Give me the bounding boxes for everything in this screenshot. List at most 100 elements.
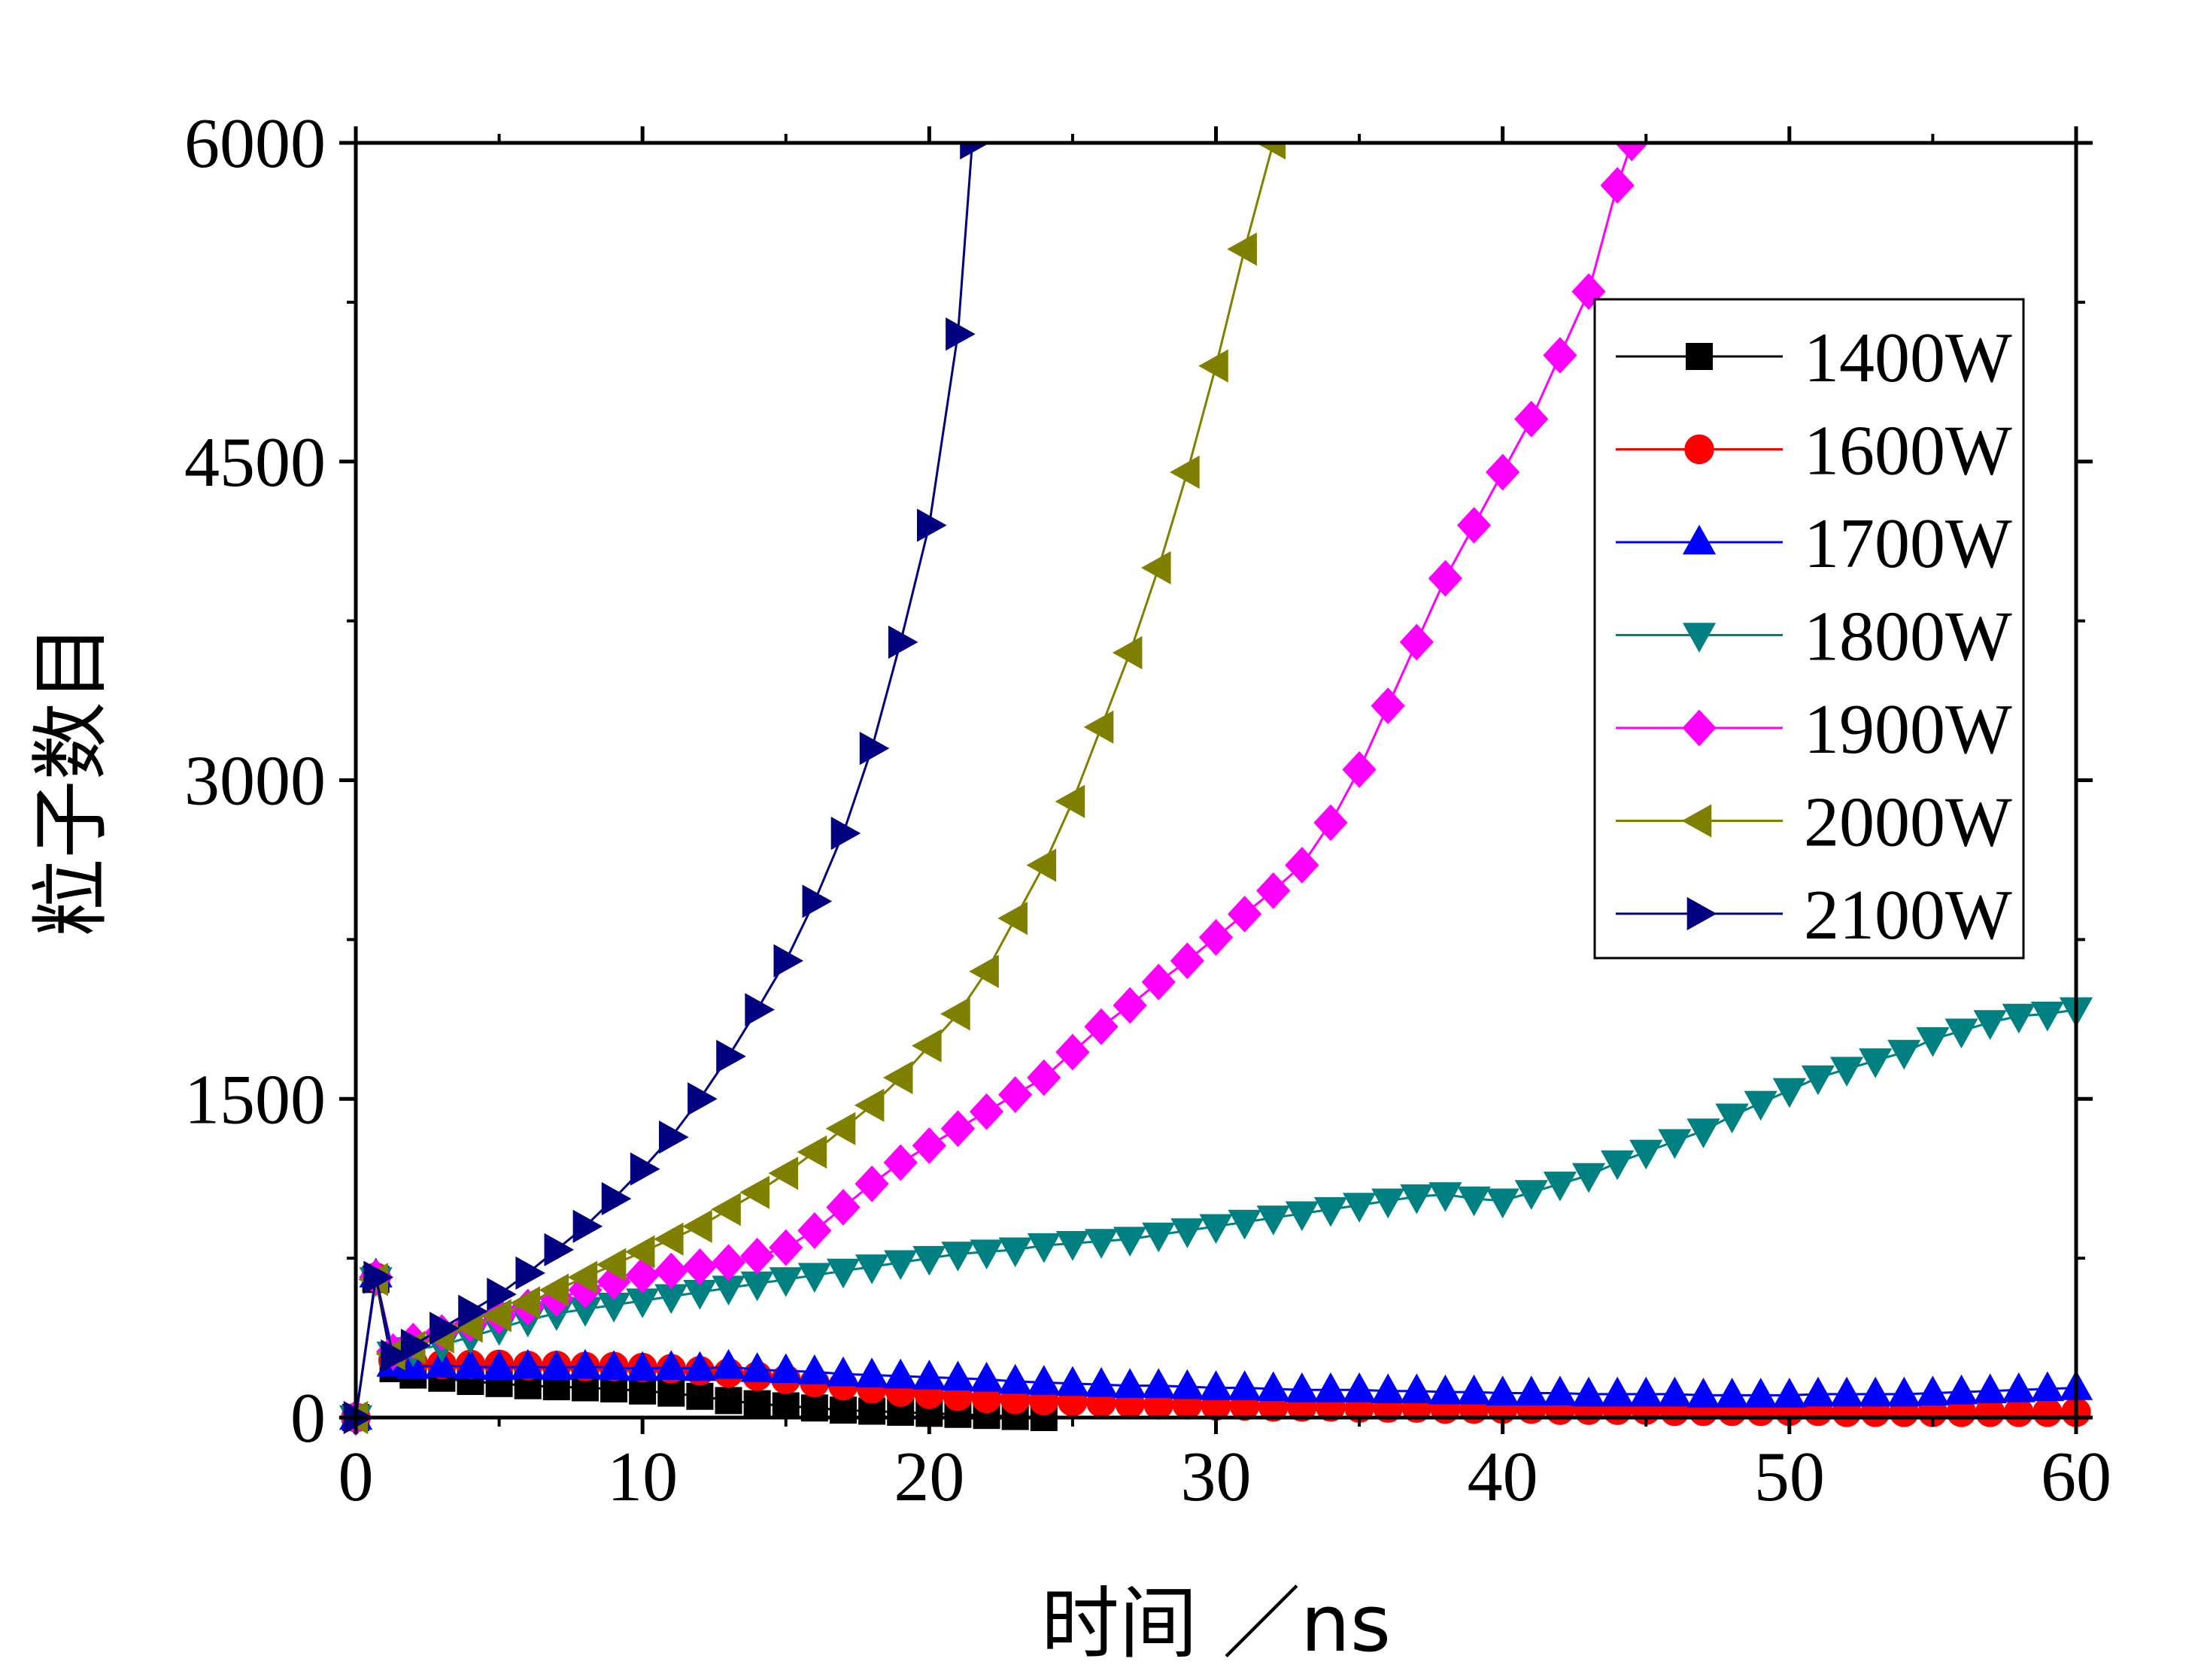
data-point bbox=[1055, 1231, 1090, 1261]
data-point bbox=[1629, 1139, 1663, 1170]
x-tick-label: 0 bbox=[338, 1438, 374, 1516]
data-point bbox=[654, 1252, 688, 1290]
legend-marker bbox=[1684, 434, 1714, 465]
data-point bbox=[658, 1120, 689, 1154]
data-point bbox=[1084, 1366, 1119, 1397]
legend-label: 1400W bbox=[1804, 319, 2012, 397]
data-point bbox=[539, 1273, 569, 1307]
data-point bbox=[1285, 1201, 1319, 1232]
data-point bbox=[1658, 1376, 1692, 1407]
data-point bbox=[487, 1278, 517, 1312]
data-point bbox=[1859, 1048, 1893, 1078]
legend-marker bbox=[1686, 896, 1717, 931]
data-point bbox=[1256, 1371, 1290, 1402]
data-point bbox=[1084, 1008, 1119, 1045]
data-point bbox=[1027, 1365, 1061, 1395]
data-point bbox=[510, 1286, 540, 1320]
data-point bbox=[997, 902, 1028, 936]
axes: 0 10 20 30 40 50 60 0 1500 3000 4500 6000 bbox=[184, 105, 2111, 1516]
data-point bbox=[883, 1144, 918, 1181]
data-point bbox=[1457, 1186, 1491, 1217]
data-point bbox=[653, 1222, 684, 1256]
data-point bbox=[1629, 1376, 1663, 1407]
data-point bbox=[1141, 963, 1176, 1001]
data-point bbox=[1514, 1180, 1548, 1210]
y-tick-label: 4500 bbox=[184, 423, 326, 502]
legend-marker bbox=[1682, 623, 1717, 653]
data-point bbox=[1715, 1378, 1749, 1408]
data-point bbox=[1027, 1059, 1061, 1096]
legend: 1400W 1600W 1700W 1800W 1900W 2000W 2100W bbox=[1593, 298, 2025, 960]
data-point bbox=[454, 1348, 487, 1379]
data-point bbox=[688, 1082, 718, 1116]
series-1700W bbox=[338, 1257, 2093, 1430]
data-point bbox=[1142, 1222, 1176, 1253]
data-point bbox=[682, 1248, 718, 1285]
data-point bbox=[1428, 559, 1463, 597]
data-point bbox=[1285, 1372, 1319, 1403]
data-point bbox=[769, 1267, 803, 1297]
data-point bbox=[826, 1356, 861, 1387]
data-point bbox=[2004, 1397, 2034, 1427]
data-point bbox=[884, 1250, 918, 1281]
data-point bbox=[1055, 1033, 1090, 1071]
legend-label: 1900W bbox=[1804, 690, 2012, 769]
data-point bbox=[768, 1157, 799, 1190]
data-point bbox=[597, 1350, 631, 1380]
data-point bbox=[1514, 1375, 1548, 1406]
series-line-2000W bbox=[354, 143, 1275, 1418]
data-point bbox=[711, 1193, 741, 1227]
data-point bbox=[1859, 1376, 1893, 1407]
data-point bbox=[941, 1242, 975, 1272]
data-point bbox=[1026, 848, 1057, 882]
data-point bbox=[1112, 635, 1143, 670]
data-point bbox=[1829, 1376, 1864, 1407]
data-point bbox=[716, 1039, 746, 1073]
data-point bbox=[1744, 1090, 1777, 1121]
data-point bbox=[1113, 1368, 1147, 1398]
data-point bbox=[884, 1358, 918, 1389]
data-point bbox=[1342, 1193, 1377, 1223]
data-point bbox=[740, 1352, 774, 1382]
data-point bbox=[912, 1029, 942, 1063]
data-point bbox=[1486, 1188, 1519, 1219]
legend-item: 2100W bbox=[1616, 876, 2012, 954]
x-tick-label: 50 bbox=[1754, 1438, 1825, 1516]
legend-item: 1700W bbox=[1616, 505, 2012, 583]
data-point bbox=[626, 1351, 660, 1381]
data-point bbox=[1543, 1171, 1577, 1202]
data-point bbox=[940, 997, 970, 1031]
data-point bbox=[970, 1239, 1003, 1269]
data-point bbox=[1772, 1378, 1806, 1408]
legend-item: 1800W bbox=[1616, 598, 2012, 676]
data-point bbox=[1055, 784, 1085, 818]
data-point bbox=[912, 1127, 946, 1164]
data-point bbox=[855, 1165, 889, 1202]
data-point bbox=[1571, 1163, 1606, 1193]
data-point bbox=[1658, 1129, 1692, 1160]
data-point bbox=[1744, 1378, 1777, 1408]
legend-item: 2000W bbox=[1616, 784, 2012, 862]
data-point bbox=[1170, 1369, 1204, 1399]
legend-label: 1700W bbox=[1804, 505, 2012, 583]
data-point bbox=[854, 1088, 885, 1122]
data-point bbox=[960, 143, 990, 160]
data-point bbox=[912, 1245, 946, 1276]
data-point bbox=[941, 1360, 975, 1391]
data-point bbox=[1428, 1374, 1462, 1405]
data-point bbox=[630, 1152, 660, 1186]
data-point bbox=[458, 1294, 488, 1328]
x-tick-label: 40 bbox=[1468, 1438, 1538, 1516]
x-tick-label: 30 bbox=[1181, 1438, 1252, 1516]
legend-label: 2000W bbox=[1804, 784, 2012, 862]
data-point bbox=[1571, 1376, 1606, 1407]
data-point bbox=[624, 1235, 655, 1269]
data-point bbox=[511, 1348, 545, 1379]
data-point bbox=[1686, 1378, 1720, 1408]
x-tick-label: 20 bbox=[894, 1438, 964, 1516]
data-point bbox=[830, 817, 861, 851]
data-point bbox=[1313, 1372, 1348, 1403]
data-point bbox=[601, 1181, 632, 1216]
data-point bbox=[802, 884, 833, 918]
data-point bbox=[1428, 1182, 1462, 1212]
